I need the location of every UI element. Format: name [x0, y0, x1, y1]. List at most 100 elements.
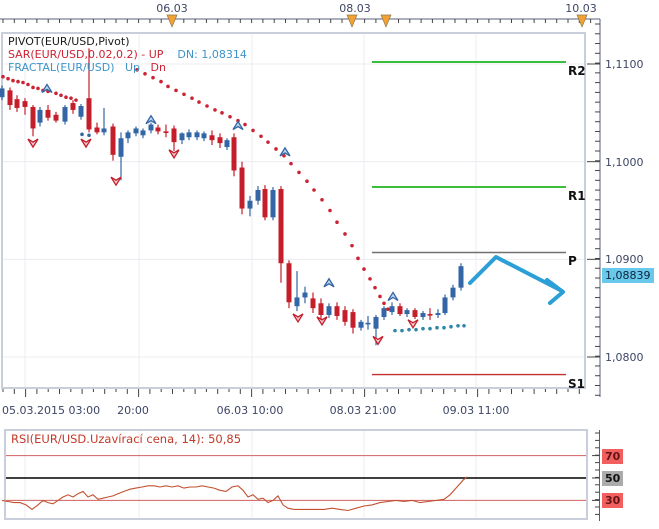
event-marker-icon: [346, 14, 358, 28]
event-marker-icon: [166, 14, 178, 28]
sar-dot-down: [80, 132, 84, 137]
sar-dot-up-trend: [220, 111, 224, 115]
sar-dot-up-trend: [21, 80, 25, 85]
sar-dot-up-trend: [26, 82, 30, 87]
sar-dot-up-trend: [11, 78, 15, 83]
sar-dot-up-trend: [382, 301, 386, 306]
sar-dot-up-trend: [135, 68, 139, 72]
candle-body: [37, 109, 43, 123]
candle-body: [255, 189, 261, 201]
price-axis-area[interactable]: [588, 19, 659, 397]
sar-dot-up-trend: [373, 285, 377, 290]
candle-body: [30, 106, 36, 129]
sar-dot-up-trend: [312, 188, 316, 192]
candle-body: [231, 137, 237, 171]
sar-dot-up-trend: [64, 95, 68, 100]
candle-body: [458, 266, 464, 288]
sar-dot-up-trend: [143, 71, 147, 76]
sar-dot-down: [393, 328, 397, 333]
candle-body: [302, 292, 308, 298]
candle-body: [148, 124, 154, 131]
candle-body: [70, 103, 76, 110]
sar-dot-up-trend: [174, 88, 178, 93]
sar-dot-up-trend: [297, 170, 301, 175]
sar-dot-up-trend: [274, 147, 278, 151]
candle-body: [365, 322, 371, 325]
candle-body: [239, 167, 245, 209]
sar-dot-up-trend: [228, 114, 232, 119]
sar-dot-down: [414, 327, 418, 332]
rsi-curve: [1, 476, 468, 512]
sar-dot-up-trend: [1, 74, 5, 79]
candle-body: [381, 308, 387, 317]
rsi-panel-border: [4, 429, 588, 520]
sar-dot-up-trend: [320, 197, 324, 202]
sar-dot-up-trend: [151, 75, 155, 80]
fractal-up-icon: [279, 146, 291, 157]
candle-body: [194, 132, 200, 138]
fractal-up-icon: [232, 120, 244, 131]
fractal-up-icon: [41, 83, 53, 93]
fractal-down-icon: [27, 138, 39, 149]
candle-body: [186, 132, 192, 138]
sar-dot-up-trend: [16, 79, 20, 84]
main-plot-area[interactable]: [2, 33, 585, 388]
sar-dot-up-trend: [182, 92, 186, 97]
trend-arrow: [468, 255, 564, 293]
candle-body: [373, 316, 379, 329]
candle-body: [397, 306, 403, 315]
time-axis-area[interactable]: [0, 389, 600, 419]
candle-body: [101, 128, 107, 133]
fractal-down-icon: [316, 316, 328, 327]
sar-dot-up-trend: [205, 104, 209, 108]
sar-dot-up-trend: [378, 294, 382, 299]
candle-body: [310, 298, 316, 309]
candle-body: [209, 135, 215, 141]
sar-dot-up-trend: [36, 86, 40, 91]
candle-body: [420, 313, 426, 317]
sar-dot-up-trend: [6, 76, 10, 81]
top-date-axis-area[interactable]: [0, 0, 600, 28]
candle-body: [0, 88, 5, 98]
sar-dot-up-trend: [328, 208, 332, 213]
sar-dot-down: [407, 327, 411, 332]
sar-dot-up-trend: [266, 140, 270, 144]
candle-body: [404, 310, 410, 315]
candle-body: [86, 98, 92, 130]
candle-body: [155, 127, 161, 132]
candle-body: [334, 306, 340, 316]
sar-dot-up-trend: [59, 93, 63, 98]
sar-dot-down: [421, 326, 425, 331]
candle-body: [286, 263, 292, 303]
sar-dot-up-trend: [259, 134, 263, 139]
candle-body: [412, 310, 418, 317]
sar-dot-up-trend: [251, 128, 255, 133]
fractal-up-icon: [323, 277, 335, 288]
sar-dot-down: [462, 323, 466, 328]
candle-body: [22, 101, 28, 107]
sar-dot-up-trend: [166, 84, 170, 89]
candle-body: [133, 128, 139, 134]
candle-body: [294, 297, 300, 307]
sar-dot-up-trend: [282, 154, 286, 158]
candle-body: [110, 126, 116, 155]
candle-body: [53, 114, 59, 121]
sar-dot-up-trend: [362, 267, 366, 271]
candle-body: [450, 287, 456, 298]
candle-body: [350, 312, 356, 328]
candle-body: [247, 200, 253, 209]
sar-dot-up-trend: [356, 256, 360, 261]
rsi-panel-area[interactable]: [5, 430, 587, 519]
candle-body: [62, 106, 68, 122]
candle-body: [435, 313, 441, 316]
sar-dot-down: [87, 133, 91, 138]
candle-body: [342, 310, 348, 322]
candle-body: [318, 303, 324, 316]
sar-dot-up-trend: [350, 243, 354, 248]
sar-dot-up-trend: [54, 91, 58, 96]
candle-body: [326, 306, 332, 316]
candle-body: [262, 189, 268, 218]
fractal-up-icon: [145, 114, 157, 125]
